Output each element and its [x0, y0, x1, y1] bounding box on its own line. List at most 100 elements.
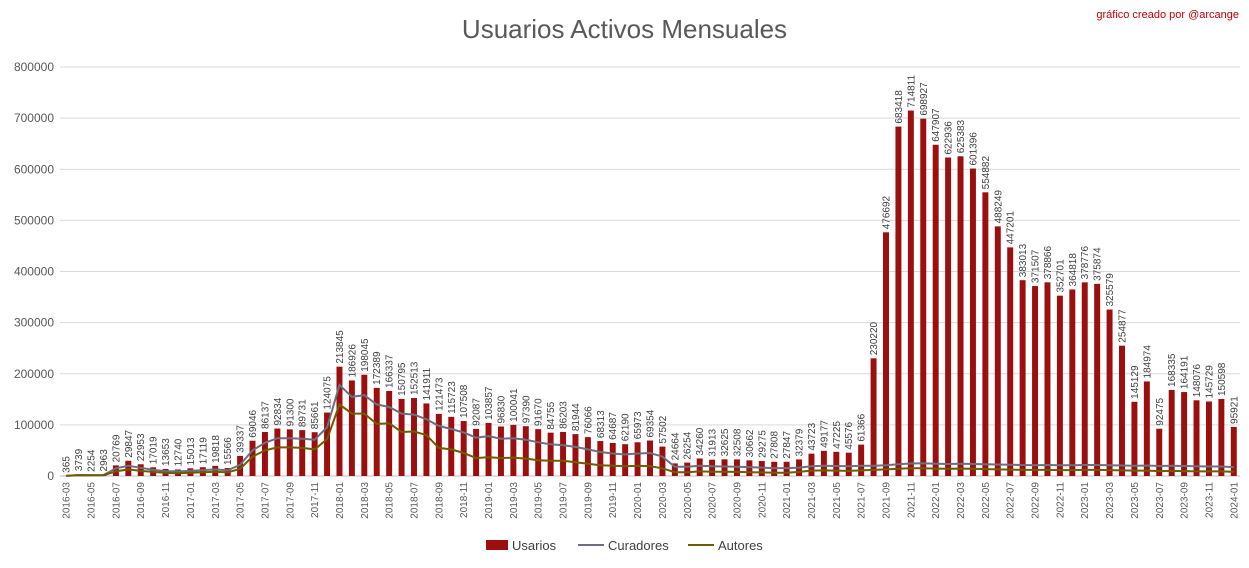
- data-label: 91300: [285, 398, 296, 426]
- bar-2023-05: [1131, 401, 1138, 476]
- data-label: 647907: [931, 108, 942, 142]
- data-label: 100041: [509, 388, 520, 422]
- x-tick-label: 2019-01: [484, 482, 495, 519]
- x-tick-label: 2017-03: [211, 482, 222, 519]
- bar-2018-01: [336, 366, 343, 476]
- bar-2022-01: [932, 144, 939, 476]
- data-label: 601396: [968, 132, 979, 166]
- data-label: 152513: [410, 361, 421, 395]
- bar-2017-09: [286, 429, 293, 476]
- bar-2018-07: [411, 398, 417, 476]
- data-label: 254877: [1118, 309, 1129, 343]
- x-tick-label: 2020-09: [732, 482, 743, 519]
- bar-2024-01: [1230, 426, 1237, 476]
- bar-2019-03: [510, 424, 517, 476]
- bar-2019-10: [597, 441, 604, 476]
- data-label: 198045: [360, 338, 371, 372]
- x-tick-label: 2016-05: [87, 482, 98, 519]
- data-label: 76066: [583, 406, 594, 434]
- y-axis: 0 100000 200000 300000 400000 500000 600000 700…: [14, 60, 54, 483]
- x-tick-label: 2021-09: [882, 482, 893, 519]
- bar-2021-08: [870, 358, 877, 476]
- data-label: 164191: [1180, 355, 1191, 389]
- x-tick-label: 2019-03: [509, 482, 520, 519]
- data-label: 64687: [608, 412, 619, 440]
- data-label: 148076: [1192, 363, 1203, 397]
- data-label: 447201: [1006, 211, 1017, 245]
- data-label: 29275: [757, 430, 768, 458]
- x-tick-label: 2021-05: [832, 482, 843, 519]
- x-tick-label: 2022-01: [931, 482, 942, 519]
- bar-2020-02: [647, 440, 653, 476]
- bar-2020-06: [696, 458, 703, 476]
- bar-2020-05: [684, 462, 691, 476]
- bar-2021-10: [895, 126, 902, 477]
- x-tick-label: 2018-07: [410, 482, 421, 519]
- bar-2021-03: [808, 453, 815, 476]
- x-tick-label: 2016-11: [161, 482, 172, 518]
- y-tick-label: 100000: [14, 418, 54, 432]
- bar-2017-07: [261, 431, 268, 476]
- x-tick-label: 2024-01: [1229, 482, 1240, 519]
- bar-2017-05: [237, 455, 244, 476]
- data-label: 95921: [1229, 396, 1240, 424]
- data-label: 150598: [1217, 362, 1228, 396]
- data-label: 683418: [894, 90, 905, 124]
- data-label: 62190: [621, 413, 632, 441]
- bar-2019-12: [622, 444, 629, 476]
- x-tick-label: 2023-11: [1204, 482, 1215, 518]
- data-label: 371507: [1031, 249, 1042, 283]
- x-tick-label: 2017-05: [236, 482, 247, 519]
- bar-2018-10: [448, 416, 455, 476]
- bar-2023-01: [1081, 282, 1088, 476]
- data-label: 27847: [782, 431, 793, 459]
- bar-2019-11: [609, 442, 616, 476]
- bar-2022-05: [982, 192, 989, 476]
- data-label: 13653: [161, 438, 172, 466]
- bar-2018-02: [348, 380, 355, 476]
- bar-2021-12: [920, 118, 927, 476]
- x-axis: 2016-03 2016-05 2016-07 2016-09 2016-11 2017-…: [62, 482, 1241, 519]
- bar-2019-06: [547, 432, 554, 476]
- data-label: 383013: [1018, 243, 1029, 277]
- bar-2022-07: [1007, 247, 1014, 476]
- x-tick-label: 2017-11: [310, 482, 321, 518]
- data-label: 84755: [546, 401, 557, 429]
- bar-2019-02: [497, 426, 504, 476]
- data-label: 43723: [807, 422, 818, 450]
- data-label: 375874: [1093, 247, 1104, 281]
- bar-2021-07: [858, 444, 865, 476]
- x-tick-label: 2017-01: [186, 482, 197, 519]
- bar-2022-10: [1044, 282, 1051, 476]
- data-label: 364818: [1068, 253, 1079, 287]
- bar-2022-09: [1032, 286, 1039, 476]
- bar-2018-08: [423, 403, 430, 476]
- y-tick-label: 200000: [14, 367, 54, 381]
- x-tick-label: 2019-09: [583, 482, 594, 519]
- data-label: 26254: [683, 431, 694, 459]
- y-tick-label: 800000: [14, 60, 54, 74]
- data-label: 92087: [472, 398, 483, 426]
- data-label: 488249: [993, 190, 1004, 224]
- data-label: 714811: [906, 74, 917, 107]
- data-label: 92834: [273, 397, 284, 425]
- data-label: 622936: [944, 121, 955, 155]
- bar-2020-08: [721, 459, 728, 476]
- data-label: 12740: [174, 438, 185, 466]
- data-label: 166337: [385, 354, 396, 388]
- data-label: 68313: [596, 410, 607, 438]
- y-tick-label: 700000: [14, 111, 54, 125]
- bar-2022-11: [1056, 295, 1063, 476]
- bar-2019-04: [522, 426, 529, 476]
- data-label: 34260: [695, 427, 706, 455]
- bar-2023-08: [1168, 389, 1175, 476]
- data-labels: 365 3739 2254 2963 20769 29847 22953 17019 13653…: [62, 74, 1241, 472]
- x-tick-label: 2022-11: [1055, 482, 1066, 518]
- x-tick-label: 2023-07: [1155, 482, 1166, 519]
- data-label: 69354: [646, 409, 657, 437]
- bar-2017-08: [274, 428, 281, 476]
- x-tick-label: 2019-11: [608, 482, 619, 518]
- bar-2023-09: [1181, 392, 1188, 476]
- data-label: 65973: [633, 411, 644, 439]
